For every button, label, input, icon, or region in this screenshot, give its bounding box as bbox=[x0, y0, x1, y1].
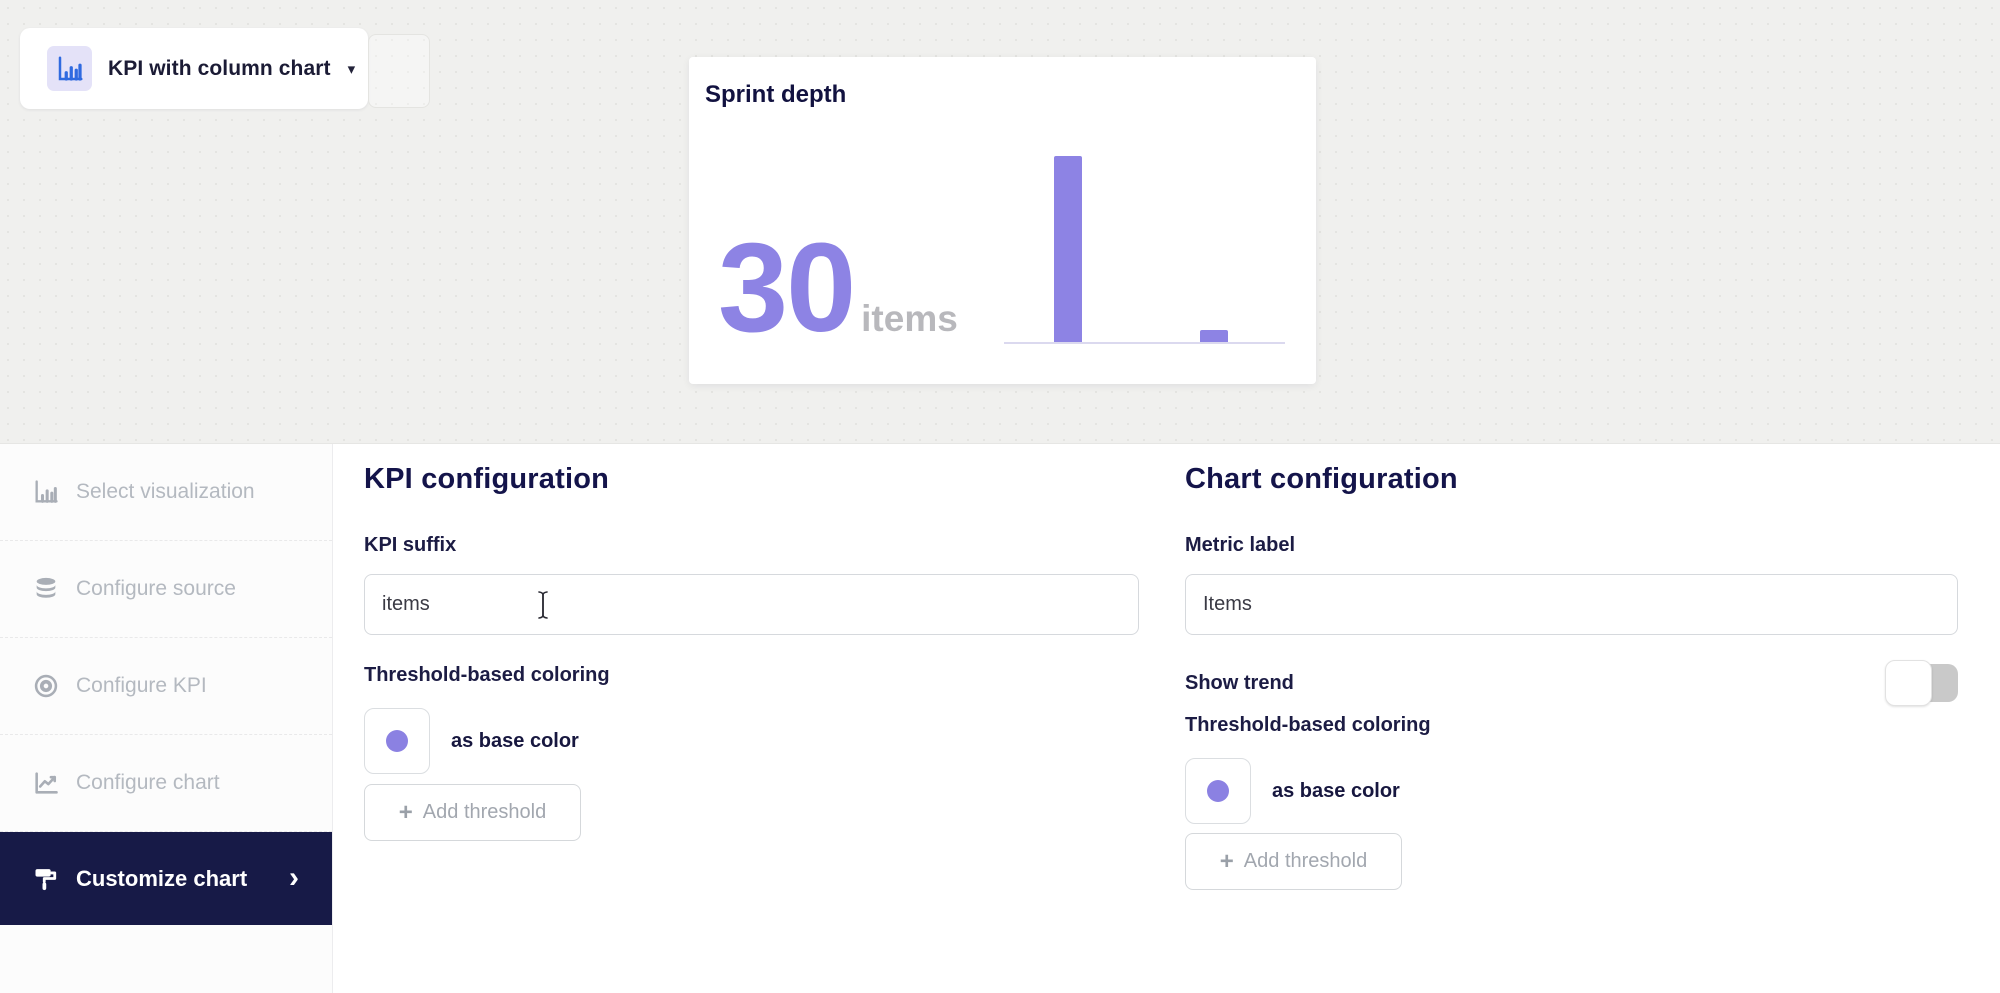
paint-roller-icon bbox=[32, 865, 60, 893]
text-cursor-icon bbox=[536, 590, 550, 620]
line-chart-icon bbox=[32, 769, 60, 797]
ghost-panel bbox=[368, 34, 430, 108]
kpi-preview-card: Sprint depth 30 items bbox=[689, 57, 1316, 384]
sidebar-item-label: Configure chart bbox=[76, 771, 220, 794]
visualization-selector[interactable]: KPI with column chart ▾ bbox=[20, 28, 368, 109]
color-dot-icon bbox=[1207, 780, 1229, 802]
wizard-sidebar: Select visualization Configure source Co… bbox=[0, 444, 333, 993]
metric-label-input[interactable] bbox=[1185, 574, 1958, 635]
add-threshold-label: Add threshold bbox=[1243, 850, 1368, 872]
kpi-configuration-heading: KPI configuration bbox=[364, 463, 610, 495]
preview-background: KPI with column chart ▾ Sprint depth 30 … bbox=[0, 0, 2000, 443]
target-icon bbox=[32, 672, 60, 700]
sidebar-item-label: Configure KPI bbox=[76, 674, 207, 697]
toggle-knob bbox=[1885, 660, 1932, 706]
show-trend-label: Show trend bbox=[1185, 671, 1294, 694]
sidebar-item-label: Customize chart bbox=[76, 865, 248, 891]
selector-label: KPI with column chart bbox=[108, 56, 331, 80]
sidebar-item-configure-source[interactable]: Configure source bbox=[0, 541, 332, 638]
chevron-down-icon: ▾ bbox=[347, 60, 356, 78]
color-dot-icon bbox=[386, 730, 408, 752]
add-threshold-button[interactable]: + Add threshold bbox=[364, 784, 581, 841]
sidebar-item-select-visualization[interactable]: Select visualization bbox=[0, 444, 332, 541]
sidebar-item-label: Configure source bbox=[76, 577, 236, 600]
kpi-suffix-input[interactable] bbox=[364, 574, 1139, 635]
kpi-configuration-section: KPI configuration KPI suffix Threshold-b… bbox=[364, 444, 1139, 841]
kpi-suffix-label: KPI suffix bbox=[364, 534, 457, 556]
add-threshold-button[interactable]: + Add threshold bbox=[1185, 833, 1402, 890]
chart-configuration-heading: Chart configuration bbox=[1185, 463, 1458, 495]
column-chart-icon bbox=[47, 46, 92, 91]
sidebar-item-configure-chart[interactable]: Configure chart bbox=[0, 735, 332, 832]
chevron-right-icon: › bbox=[289, 860, 299, 894]
sidebar-item-label: Select visualization bbox=[76, 480, 255, 503]
threshold-coloring-label: Threshold-based coloring bbox=[364, 664, 610, 686]
mini-column-chart bbox=[1004, 154, 1285, 344]
plus-icon: + bbox=[1219, 847, 1234, 875]
database-icon bbox=[32, 575, 60, 603]
chart-configuration-section: Chart configuration Metric label Show tr… bbox=[1185, 444, 1958, 890]
chart-bar bbox=[1200, 330, 1228, 342]
configuration-panel: Select visualization Configure source Co… bbox=[0, 443, 2000, 993]
threshold-coloring-label: Threshold-based coloring bbox=[1185, 714, 1431, 736]
kpi-value: 30 bbox=[718, 217, 856, 358]
base-color-swatch[interactable] bbox=[364, 708, 430, 774]
base-color-text: as base color bbox=[1272, 779, 1400, 802]
sidebar-item-customize-chart[interactable]: Customize chart › bbox=[0, 832, 332, 925]
plus-icon: + bbox=[398, 798, 413, 826]
preview-title: Sprint depth bbox=[705, 81, 847, 108]
sidebar-item-configure-kpi[interactable]: Configure KPI bbox=[0, 638, 332, 735]
kpi-value-group: 30 items bbox=[718, 225, 958, 351]
column-chart-icon bbox=[32, 478, 60, 506]
base-color-text: as base color bbox=[451, 729, 579, 752]
metric-label-label: Metric label bbox=[1185, 534, 1296, 556]
base-color-swatch[interactable] bbox=[1185, 758, 1251, 824]
show-trend-toggle[interactable] bbox=[1885, 660, 1958, 706]
chart-bar bbox=[1054, 156, 1082, 342]
add-threshold-label: Add threshold bbox=[422, 801, 547, 823]
kpi-suffix: items bbox=[861, 298, 958, 339]
